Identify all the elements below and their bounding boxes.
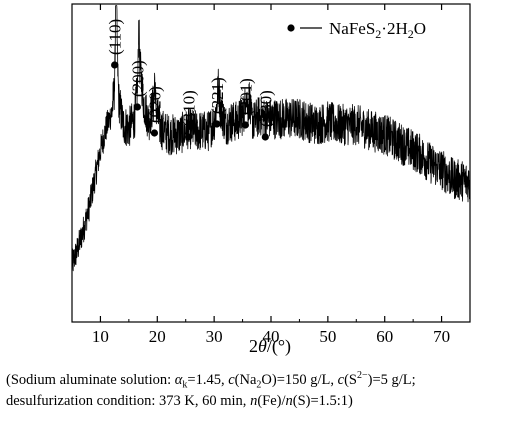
caption-text-part: =1.45, <box>187 371 229 388</box>
caption-text-part: 2− <box>356 370 368 381</box>
series-group <box>71 5 471 272</box>
caption-text-part: (Sodium aluminate solution: <box>6 371 175 388</box>
x-tick-label: 20 <box>149 327 166 346</box>
legend-label-part: 2 <box>408 27 414 41</box>
peak-label: (020) <box>145 86 164 123</box>
caption-text-part: desulfurization condition: 373 K, 60 min… <box>6 393 251 409</box>
legend-marker <box>287 24 295 32</box>
peak-marker <box>241 121 250 129</box>
peak-annotation-group: (110)(200)(020) (310) (221) (201) (330) <box>106 19 275 141</box>
x-axis-title-text: 2θ/(°) <box>249 336 291 357</box>
caption-text-part: n <box>250 393 258 409</box>
caption-text-part: n <box>285 393 293 409</box>
peak-marker <box>150 129 159 137</box>
peak-label: (330) <box>256 90 275 127</box>
legend-label-part: O <box>414 19 426 38</box>
x-tick-label: 50 <box>319 327 336 346</box>
peak-marker <box>213 120 221 128</box>
peak-marker <box>261 133 269 141</box>
plot-frame-group: 10 20 30 40 50 60 70 <box>71 3 471 346</box>
caption-text-part: O)=150 g/L, <box>261 371 338 388</box>
x-tick-label: 10 <box>92 327 109 346</box>
caption-text-part: 2 <box>256 379 262 391</box>
legend-label-part: NaFeS <box>329 19 375 38</box>
x-axis-title: 2θ/(°) <box>249 336 291 357</box>
peak-label: (110) <box>106 19 125 55</box>
peak-marker <box>184 133 193 141</box>
peak-marker <box>111 61 119 69</box>
x-tick-label: 60 <box>376 327 393 346</box>
caption-text-part: )=5 g/L; <box>367 371 416 388</box>
peak-label: (201) <box>236 78 255 115</box>
peak-label: (221) <box>208 77 227 114</box>
caption-line-2: desulfurization condition: 373 K, 60 min… <box>6 393 353 410</box>
x-tick-label: 70 <box>433 327 450 346</box>
series-line <box>71 5 471 272</box>
caption-text-part: (S)=1.5:1) <box>292 393 353 409</box>
peak-marker <box>133 103 141 111</box>
caption-text-part: (Na <box>234 371 257 388</box>
peak-label: (310) <box>180 90 199 127</box>
caption-text-part: k <box>182 379 188 391</box>
caption-line-1: (Sodium aluminate solution: αk=1.45, c(N… <box>6 370 416 391</box>
caption-text-part: (S <box>344 371 357 388</box>
legend-label-part: 2 <box>375 27 381 41</box>
legend-label-part: ·2H <box>381 19 407 38</box>
caption-text-part: c <box>337 371 345 388</box>
peak-label: (200) <box>128 60 147 97</box>
legend: NaFeS2·2H2O <box>287 19 426 41</box>
x-tick-label: 40 <box>263 327 280 346</box>
x-axis-title-part: 2 <box>249 336 258 356</box>
caption-text-part: α <box>174 371 183 388</box>
x-tick-label: 30 <box>206 327 223 346</box>
caption-text-part: (Fe)/ <box>257 393 286 409</box>
legend-label: NaFeS2·2H2O <box>329 19 426 41</box>
x-axis-title-part: θ <box>258 336 267 356</box>
caption-text-part: c <box>228 371 235 388</box>
x-axis-title-part: /(°) <box>267 336 291 357</box>
